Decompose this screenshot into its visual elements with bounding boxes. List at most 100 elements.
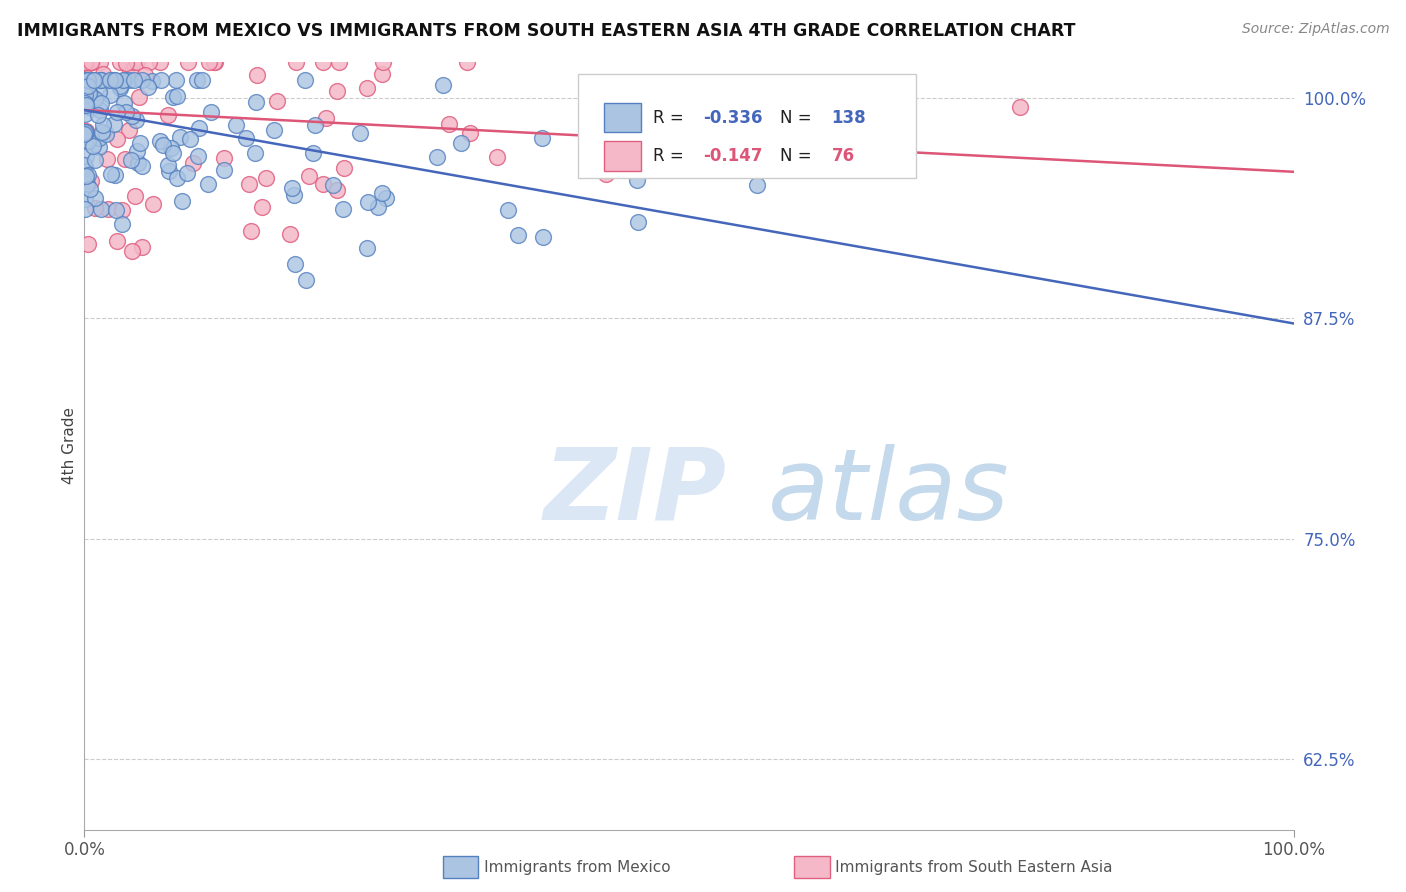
Point bbox=[103, 117, 125, 131]
Point bbox=[425, 150, 447, 164]
Point bbox=[73, 73, 96, 87]
Point bbox=[103, 73, 125, 87]
Point bbox=[530, 130, 553, 145]
Point bbox=[165, 73, 187, 87]
Point bbox=[240, 224, 263, 238]
Point bbox=[103, 168, 125, 182]
Point bbox=[283, 188, 305, 202]
Point bbox=[77, 86, 100, 100]
Point bbox=[73, 96, 96, 111]
Point bbox=[75, 126, 97, 140]
Point bbox=[138, 55, 160, 70]
Point bbox=[198, 55, 221, 70]
Point bbox=[73, 85, 96, 99]
Point bbox=[73, 73, 96, 87]
Point bbox=[83, 91, 105, 105]
Point bbox=[115, 56, 138, 70]
Point bbox=[458, 126, 481, 140]
Point bbox=[73, 55, 96, 70]
Point bbox=[87, 108, 110, 122]
Point bbox=[89, 103, 111, 118]
Point bbox=[73, 55, 96, 70]
Point bbox=[87, 131, 110, 145]
Point bbox=[75, 161, 97, 175]
Point bbox=[76, 70, 98, 85]
FancyBboxPatch shape bbox=[578, 74, 917, 178]
Point bbox=[128, 90, 150, 104]
Point bbox=[375, 191, 398, 205]
Point bbox=[127, 156, 149, 170]
Point bbox=[371, 55, 394, 70]
Point bbox=[166, 171, 188, 186]
Point bbox=[108, 78, 131, 93]
Text: -0.147: -0.147 bbox=[703, 147, 763, 165]
Point bbox=[142, 196, 165, 211]
Point bbox=[87, 140, 110, 154]
Point bbox=[105, 234, 128, 248]
Point bbox=[73, 73, 96, 87]
Point bbox=[626, 172, 648, 186]
Point bbox=[157, 158, 180, 172]
Point bbox=[94, 127, 117, 141]
Point bbox=[97, 202, 120, 216]
Point bbox=[73, 106, 96, 120]
Point bbox=[129, 136, 152, 151]
Point bbox=[76, 177, 98, 191]
Point bbox=[162, 90, 184, 104]
Text: atlas: atlas bbox=[768, 443, 1010, 541]
Point bbox=[77, 168, 100, 182]
Point bbox=[280, 180, 302, 194]
Point bbox=[73, 89, 96, 103]
Point bbox=[250, 200, 273, 214]
Point bbox=[166, 89, 188, 103]
Point bbox=[111, 202, 134, 217]
Point bbox=[90, 73, 112, 87]
Point bbox=[371, 67, 394, 81]
Point bbox=[157, 163, 180, 178]
Point bbox=[349, 126, 371, 140]
Point bbox=[73, 81, 96, 95]
Point bbox=[80, 55, 103, 70]
Point bbox=[115, 105, 138, 120]
Point bbox=[456, 55, 478, 70]
Text: Source: ZipAtlas.com: Source: ZipAtlas.com bbox=[1241, 22, 1389, 37]
Point bbox=[238, 178, 260, 192]
Point bbox=[84, 93, 107, 107]
Point bbox=[98, 87, 121, 102]
Point bbox=[100, 73, 122, 87]
Point bbox=[82, 139, 104, 153]
Point bbox=[328, 55, 350, 70]
Point bbox=[73, 73, 96, 87]
Point bbox=[89, 73, 111, 87]
Point bbox=[111, 218, 134, 232]
Point bbox=[367, 201, 389, 215]
Point bbox=[243, 145, 266, 160]
Text: 138: 138 bbox=[831, 109, 866, 127]
Point bbox=[186, 73, 208, 87]
Point bbox=[114, 73, 136, 87]
Text: ZIP: ZIP bbox=[544, 443, 727, 541]
Point bbox=[322, 178, 344, 193]
Point bbox=[79, 55, 101, 70]
Point bbox=[439, 117, 461, 131]
Point bbox=[333, 161, 356, 175]
Point bbox=[75, 124, 97, 138]
Point bbox=[75, 192, 97, 206]
Point bbox=[73, 55, 96, 70]
Text: R =: R = bbox=[652, 109, 689, 127]
Point bbox=[212, 162, 235, 177]
Point bbox=[73, 128, 96, 142]
Point bbox=[134, 68, 156, 82]
Point bbox=[110, 81, 132, 95]
Point bbox=[73, 202, 96, 216]
Point bbox=[371, 186, 394, 201]
Point bbox=[76, 55, 98, 70]
Point bbox=[225, 118, 247, 132]
Point bbox=[160, 141, 183, 155]
Point bbox=[96, 153, 118, 167]
Point bbox=[73, 158, 96, 172]
Text: N =: N = bbox=[780, 109, 817, 127]
Point bbox=[125, 112, 148, 127]
Point bbox=[356, 241, 378, 255]
Point bbox=[149, 55, 172, 70]
